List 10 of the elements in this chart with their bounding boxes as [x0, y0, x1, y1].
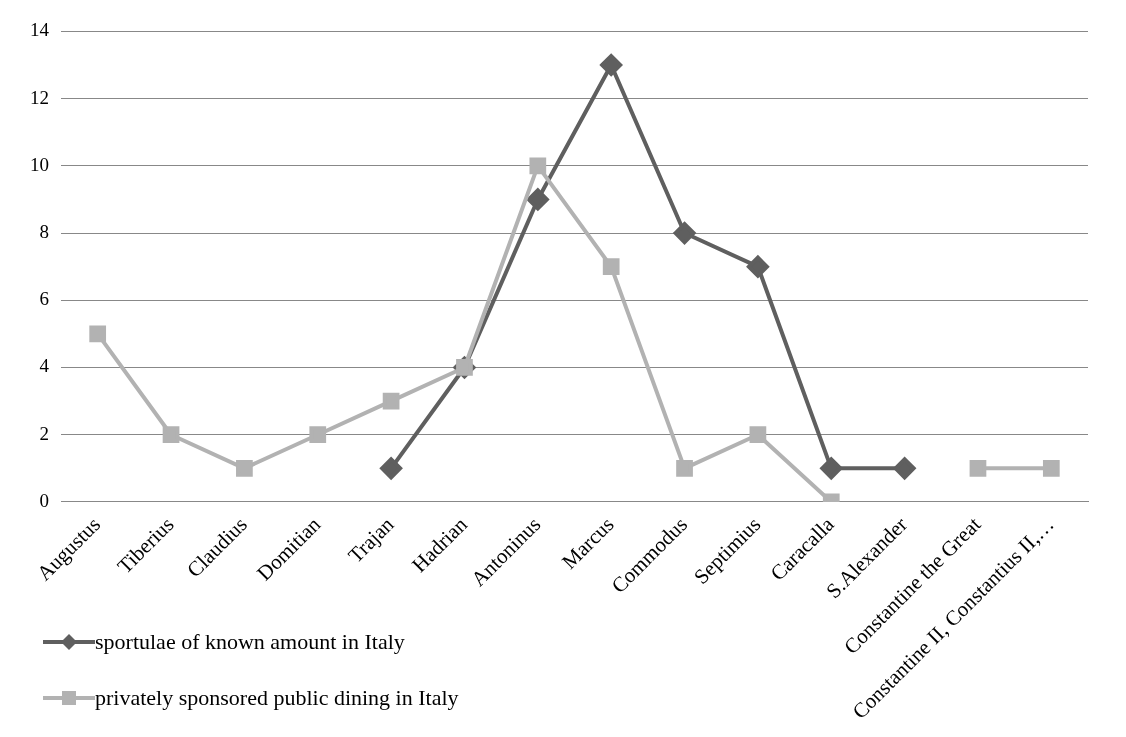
- y-tick-label: 6: [39, 288, 49, 310]
- y-tick-label: 12: [30, 86, 49, 108]
- y-tick-label: 0: [39, 489, 49, 511]
- y-tick-label: 14: [30, 19, 50, 41]
- legend-label: privately sponsored public dining in Italy: [95, 685, 459, 711]
- y-tick-label: 10: [30, 153, 49, 175]
- legend-label: sportulae of known amount in Italy: [95, 629, 405, 655]
- y-tick-label: 2: [39, 422, 49, 444]
- y-tick-label: 8: [39, 221, 49, 243]
- y-tick-label: 4: [39, 355, 50, 377]
